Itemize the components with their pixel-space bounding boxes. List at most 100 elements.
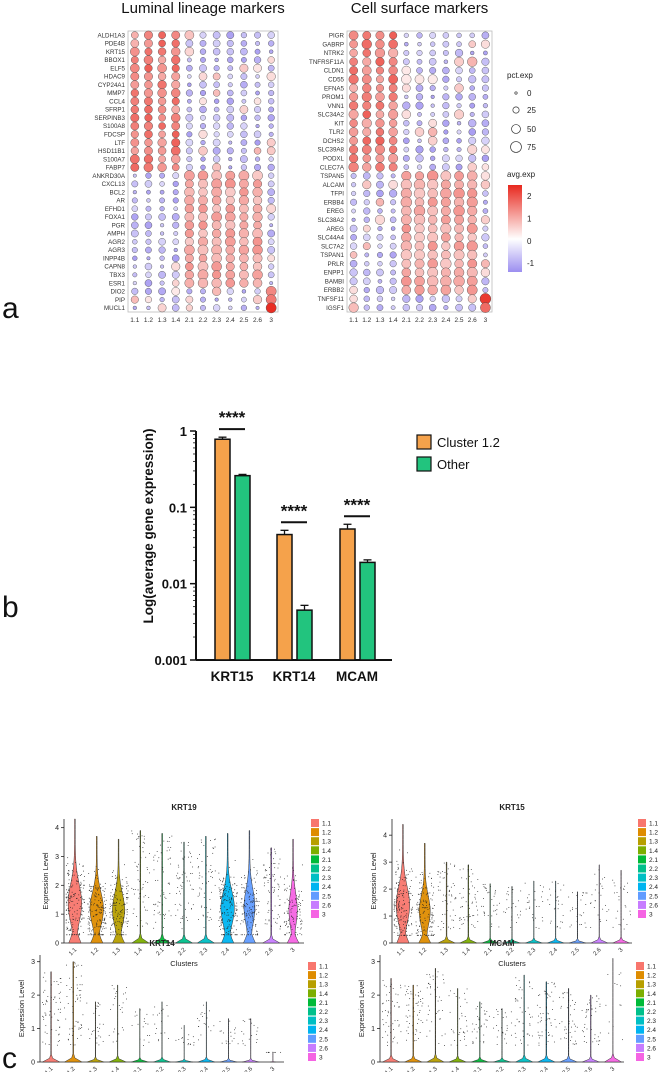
jitter-point [397,934,398,936]
x-tick-label: 1.1 [68,947,79,958]
jitter-point [255,900,257,902]
jitter-point [66,901,67,903]
jitter-point [407,873,409,875]
jitter-point [398,919,400,921]
jitter-point [511,887,513,889]
jitter-point [590,902,592,904]
jitter-point [115,930,116,932]
jitter-point [301,920,303,922]
jitter-point [283,878,285,880]
dot [211,195,222,206]
gene-label: DCHS2 [323,138,345,145]
jitter-point [419,903,421,905]
jitter-point [396,897,398,899]
legend-swatch [308,1007,316,1016]
jitter-point [242,887,244,889]
dot [212,72,221,81]
jitter-point [390,1024,392,1026]
jitter-point [178,866,180,868]
jitter-point [167,846,169,848]
dot [131,31,139,39]
jitter-point [120,891,122,892]
cluster-tick-label: 2.2 [415,317,424,324]
dotplot-1: Cell surface markersPIGRGABRPNTRK2TNFRSF… [309,0,493,324]
dot [185,163,193,171]
jitter-point [555,900,557,902]
jitter-point [226,909,228,911]
dot [429,146,436,153]
jitter-point [104,912,106,914]
dot [361,74,372,85]
jitter-point [219,890,221,892]
dot [376,295,384,302]
jitter-point [90,890,92,892]
jitter-point [268,890,270,892]
jitter-point [291,915,293,917]
jitter-point [122,934,124,936]
jitter-point [534,899,536,901]
dot [481,66,490,75]
jitter-point [264,882,265,884]
jitter-point [98,934,100,936]
jitter-point [120,934,122,936]
dot [197,244,209,256]
dot [185,147,193,155]
jitter-point [408,924,410,926]
legend-label: 2.1 [647,1000,656,1007]
jitter-point [221,889,223,891]
jitter-point [97,888,99,890]
gene-label: PRLR [327,261,344,268]
jitter-point [88,921,90,923]
jitter-point [290,927,292,929]
jitter-point [518,980,520,982]
jitter-point [213,848,215,849]
dot [184,47,195,57]
jitter-point [110,884,112,886]
jitter-point [417,901,419,903]
dot [388,65,398,76]
jitter-point [234,934,236,936]
dot [213,89,221,97]
dot [349,251,358,259]
dot [238,244,249,256]
dot [388,47,399,58]
jitter-point [467,918,469,920]
jitter-point [389,985,391,987]
y-tick-label: 0 [383,941,387,948]
dot [253,63,262,73]
jitter-point [516,985,517,986]
jitter-point [295,902,297,904]
jitter-point [125,934,127,936]
jitter-point [458,1034,460,1035]
jitter-point [203,1004,204,1006]
x-tick-label: 3 [610,1066,617,1072]
jitter-point [417,1014,418,1016]
gene-label: AREG [326,226,344,233]
dot [468,119,477,128]
jitter-point [409,1015,411,1017]
jitter-point [45,980,47,982]
dot [349,259,358,268]
jitter-point [526,1033,528,1035]
jitter-point [429,908,431,910]
jitter-point [437,874,439,875]
jitter-point [256,913,257,915]
jitter-point [455,897,457,898]
jitter-point [476,1031,478,1033]
dot [157,105,167,114]
jitter-point [396,1002,398,1003]
dot [267,229,276,238]
jitter-point [263,864,265,866]
dot [441,232,451,243]
dot [482,287,489,293]
jitter-point [80,875,81,876]
bar [276,533,293,661]
y-tick-label: 2 [383,887,387,894]
jitter-point [473,1028,475,1030]
jitter-point [105,907,107,908]
jitter-point [557,908,559,910]
y-tick-label: 0.1 [169,500,187,515]
jitter-point [131,833,133,835]
jitter-point [417,992,419,994]
jitter-point [198,1020,200,1022]
